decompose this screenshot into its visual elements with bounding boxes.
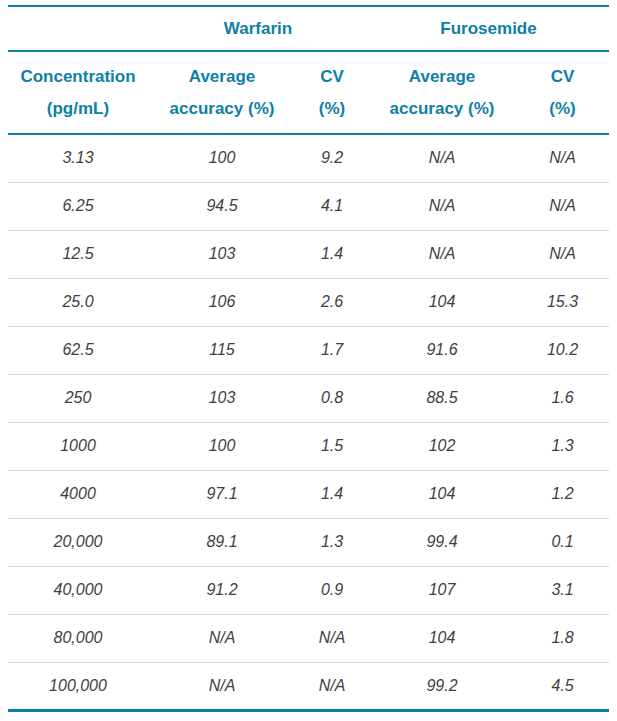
furosemide-accuracy-cell: N/A: [368, 134, 516, 182]
concentration-cell: 4000: [8, 470, 148, 518]
warfarin-cv-cell: 0.8: [296, 374, 368, 422]
column-header-concentration: Concentration (pg/mL): [8, 51, 148, 134]
column-header-furosemide-cv: CV (%): [516, 51, 609, 134]
table-row: 20,000 89.1 1.3 99.4 0.1: [8, 518, 609, 566]
furosemide-cv-cell: 1.8: [516, 614, 609, 662]
column-header-warfarin-cv: CV (%): [296, 51, 368, 134]
table-row: 1000 100 1.5 102 1.3: [8, 422, 609, 470]
furosemide-accuracy-cell: N/A: [368, 182, 516, 230]
warfarin-accuracy-cell: 103: [148, 374, 296, 422]
table-row: 25.0 106 2.6 104 15.3: [8, 278, 609, 326]
concentration-cell: 40,000: [8, 566, 148, 614]
furosemide-cv-cell: 1.2: [516, 470, 609, 518]
column-header-furosemide-accuracy: Average accuracy (%): [368, 51, 516, 134]
warfarin-accuracy-cell: 115: [148, 326, 296, 374]
warfarin-accuracy-cell: 94.5: [148, 182, 296, 230]
concentration-cell: 100,000: [8, 662, 148, 710]
furosemide-cv-cell: N/A: [516, 134, 609, 182]
group-header-row: Warfarin Furosemide: [8, 6, 609, 51]
accuracy-cv-table: Warfarin Furosemide Concentration (pg/mL…: [8, 5, 609, 712]
column-header-row: Concentration (pg/mL) Average accuracy (…: [8, 51, 609, 134]
page: Warfarin Furosemide Concentration (pg/mL…: [0, 0, 617, 721]
furosemide-accuracy-cell: 91.6: [368, 326, 516, 374]
warfarin-cv-cell: 2.6: [296, 278, 368, 326]
furosemide-accuracy-cell: 104: [368, 614, 516, 662]
group-header-warfarin: Warfarin: [148, 6, 368, 51]
group-header-spacer: [8, 6, 148, 51]
furosemide-cv-cell: 15.3: [516, 278, 609, 326]
warfarin-accuracy-cell: 97.1: [148, 470, 296, 518]
warfarin-cv-cell: 1.4: [296, 230, 368, 278]
warfarin-cv-cell: N/A: [296, 614, 368, 662]
warfarin-cv-cell: 1.3: [296, 518, 368, 566]
furosemide-accuracy-cell: 104: [368, 470, 516, 518]
warfarin-accuracy-cell: 106: [148, 278, 296, 326]
warfarin-cv-cell: 1.5: [296, 422, 368, 470]
concentration-cell: 20,000: [8, 518, 148, 566]
furosemide-accuracy-cell: 88.5: [368, 374, 516, 422]
table-row: 4000 97.1 1.4 104 1.2: [8, 470, 609, 518]
concentration-cell: 25.0: [8, 278, 148, 326]
table-header: Warfarin Furosemide Concentration (pg/mL…: [8, 6, 609, 134]
furosemide-cv-cell: 10.2: [516, 326, 609, 374]
concentration-cell: 62.5: [8, 326, 148, 374]
warfarin-accuracy-cell: 103: [148, 230, 296, 278]
warfarin-cv-cell: 4.1: [296, 182, 368, 230]
warfarin-cv-cell: 1.4: [296, 470, 368, 518]
furosemide-accuracy-cell: 99.2: [368, 662, 516, 710]
furosemide-cv-cell: 1.3: [516, 422, 609, 470]
furosemide-cv-cell: N/A: [516, 230, 609, 278]
concentration-cell: 6.25: [8, 182, 148, 230]
furosemide-cv-cell: 1.6: [516, 374, 609, 422]
warfarin-cv-cell: 9.2: [296, 134, 368, 182]
warfarin-cv-cell: 1.7: [296, 326, 368, 374]
table-row: 80,000 N/A N/A 104 1.8: [8, 614, 609, 662]
table-row: 250 103 0.8 88.5 1.6: [8, 374, 609, 422]
furosemide-cv-cell: N/A: [516, 182, 609, 230]
table-row: 6.25 94.5 4.1 N/A N/A: [8, 182, 609, 230]
furosemide-cv-cell: 0.1: [516, 518, 609, 566]
furosemide-accuracy-cell: 104: [368, 278, 516, 326]
warfarin-accuracy-cell: 89.1: [148, 518, 296, 566]
concentration-cell: 12.5: [8, 230, 148, 278]
table-row: 12.5 103 1.4 N/A N/A: [8, 230, 609, 278]
furosemide-accuracy-cell: 99.4: [368, 518, 516, 566]
warfarin-accuracy-cell: 100: [148, 422, 296, 470]
table-body: 3.13 100 9.2 N/A N/A 6.25 94.5 4.1 N/A N…: [8, 134, 609, 710]
table-row: 40,000 91.2 0.9 107 3.1: [8, 566, 609, 614]
table-row: 100,000 N/A N/A 99.2 4.5: [8, 662, 609, 710]
warfarin-accuracy-cell: 91.2: [148, 566, 296, 614]
concentration-cell: 250: [8, 374, 148, 422]
furosemide-accuracy-cell: N/A: [368, 230, 516, 278]
column-header-warfarin-accuracy: Average accuracy (%): [148, 51, 296, 134]
furosemide-cv-cell: 3.1: [516, 566, 609, 614]
furosemide-cv-cell: 4.5: [516, 662, 609, 710]
table-row: 3.13 100 9.2 N/A N/A: [8, 134, 609, 182]
warfarin-cv-cell: N/A: [296, 662, 368, 710]
concentration-cell: 3.13: [8, 134, 148, 182]
warfarin-accuracy-cell: 100: [148, 134, 296, 182]
warfarin-cv-cell: 0.9: [296, 566, 368, 614]
group-header-furosemide: Furosemide: [368, 6, 609, 51]
concentration-cell: 80,000: [8, 614, 148, 662]
warfarin-accuracy-cell: N/A: [148, 662, 296, 710]
table-row: 62.5 115 1.7 91.6 10.2: [8, 326, 609, 374]
concentration-cell: 1000: [8, 422, 148, 470]
furosemide-accuracy-cell: 102: [368, 422, 516, 470]
furosemide-accuracy-cell: 107: [368, 566, 516, 614]
warfarin-accuracy-cell: N/A: [148, 614, 296, 662]
